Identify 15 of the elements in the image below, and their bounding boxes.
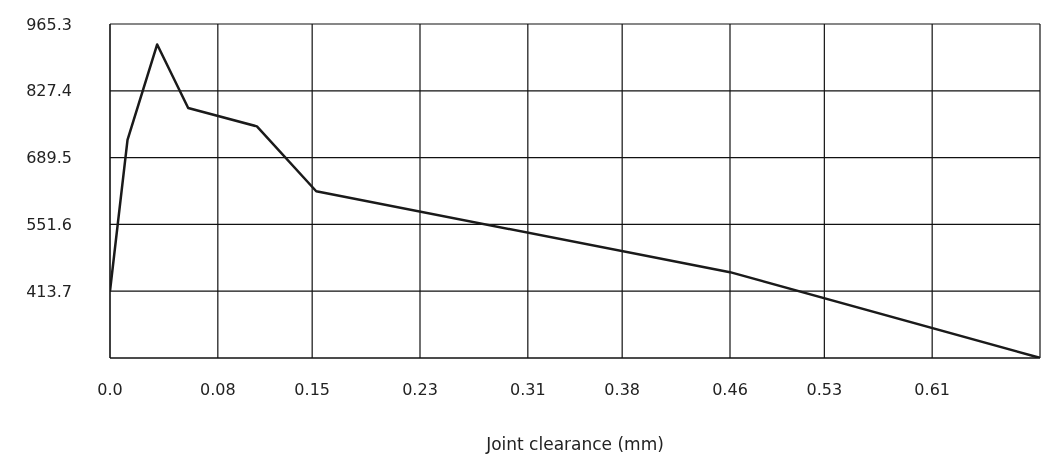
y-tick-label: 551.6 xyxy=(26,215,72,235)
y-tick-label: 827.4 xyxy=(26,81,72,101)
x-tick-label: 0.53 xyxy=(806,380,843,400)
x-tick-label: 0.08 xyxy=(200,380,236,400)
y-tick-label: 689.5 xyxy=(26,148,72,168)
y-tick-label: 413.7 xyxy=(26,281,72,301)
x-axis-title: Joint clearance (mm) xyxy=(485,434,664,454)
x-tick-label: 0.46 xyxy=(712,380,748,400)
x-tick-label: 0.15 xyxy=(294,380,330,400)
x-tick-label: 0.61 xyxy=(914,380,950,400)
y-tick-label: 965.3 xyxy=(26,14,72,34)
x-tick-label: 0.31 xyxy=(510,380,546,400)
x-tick-label: 0.38 xyxy=(604,380,640,400)
x-tick-label: 0.23 xyxy=(402,380,438,400)
x-tick-label: 0.0 xyxy=(97,380,123,400)
